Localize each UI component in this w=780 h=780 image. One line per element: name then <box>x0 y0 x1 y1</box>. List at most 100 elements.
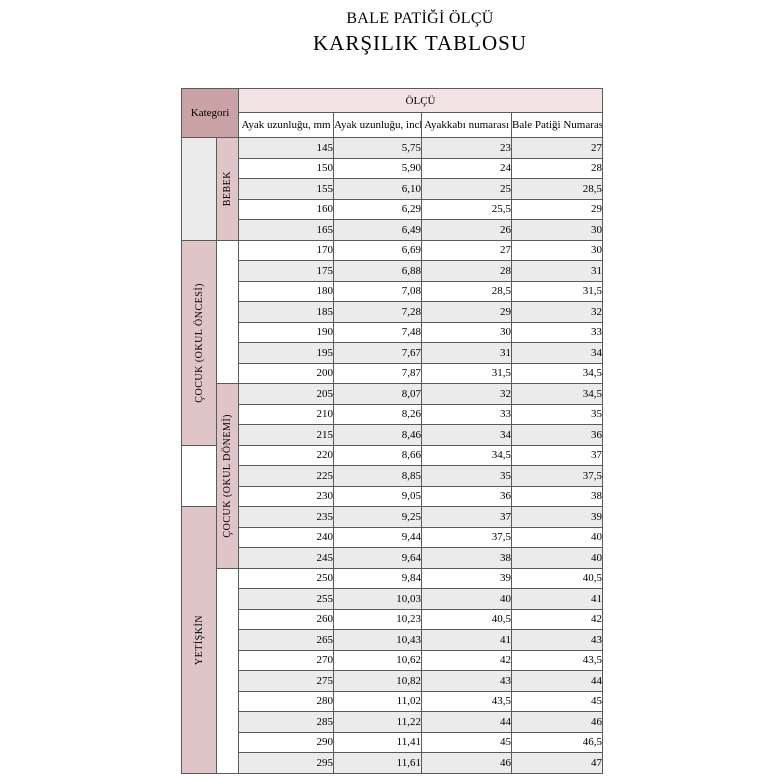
table-row: 255 10,03 40 41 <box>182 588 604 610</box>
cell-shoe-number: 39 <box>421 567 513 589</box>
category-span-empty-inner <box>215 239 240 384</box>
cell-shoe-number: 31 <box>421 342 513 364</box>
measure-header-cell: ÖLÇÜ <box>238 88 604 113</box>
cell-ballet-number: 40 <box>511 547 604 569</box>
cell-foot-mm: 220 <box>238 444 335 466</box>
table-row: ÇOCUK (OKUL DÖNEMİ) 205 8,07 32 34,5 <box>182 383 604 569</box>
table-row: 155 6,10 25 28,5 <box>182 178 604 200</box>
category-label: YETİŞKİN <box>193 614 205 665</box>
cell-ballet-number: 40,5 <box>511 567 604 589</box>
cell-ballet-number: 28 <box>511 157 604 179</box>
table-row: 240 9,44 37,5 40 <box>182 526 604 548</box>
cell-foot-mm: 170 <box>238 239 335 261</box>
cell-foot-inch: 7,28 <box>333 301 423 323</box>
cell-foot-inch: 6,69 <box>333 239 423 261</box>
cell-ballet-number: 36 <box>511 424 604 446</box>
table-row: ÇOCUK (OKUL ÖNCESİ) 170 6,69 27 30 <box>181 239 604 446</box>
cell-foot-mm: 155 <box>238 178 335 200</box>
cell-shoe-number: 29 <box>421 301 513 323</box>
cell-foot-inch: 10,23 <box>333 608 423 630</box>
cell-shoe-number: 36 <box>421 485 513 507</box>
cell-foot-mm: 275 <box>238 670 335 692</box>
cell-shoe-number: 41 <box>421 629 513 651</box>
table-row: 185 7,28 29 32 <box>182 301 604 323</box>
cell-foot-mm: 290 <box>238 731 335 753</box>
cell-ballet-number: 46 <box>511 711 604 733</box>
cell-shoe-number: 37,5 <box>421 526 513 548</box>
table-row: 200 7,87 31,5 34,5 <box>182 362 604 384</box>
cell-ballet-number: 30 <box>511 219 604 241</box>
cell-foot-mm: 250 <box>238 567 335 589</box>
cell-foot-inch: 9,25 <box>333 506 423 528</box>
cell-shoe-number: 37 <box>421 506 513 528</box>
table-row: 190 7,48 30 33 <box>182 321 604 343</box>
vertical-label-wrap: YETİŞKİN <box>183 507 216 772</box>
cell-foot-mm: 175 <box>238 260 335 282</box>
cell-shoe-number: 23 <box>421 137 513 159</box>
document-title: BALE PATİĞİ ÖLÇÜ KARŞILIK TABLOSU <box>60 8 780 56</box>
table-row: 275 10,82 43 44 <box>182 670 604 692</box>
cell-shoe-number: 33 <box>421 403 513 425</box>
cell-foot-mm: 210 <box>238 403 335 425</box>
cell-foot-inch: 6,49 <box>333 219 423 241</box>
cell-ballet-number: 34,5 <box>511 383 604 405</box>
cell-foot-mm: 150 <box>238 157 335 179</box>
cell-foot-mm: 255 <box>238 588 335 610</box>
cell-foot-inch: 10,82 <box>333 670 423 692</box>
cell-ballet-number: 28,5 <box>511 178 604 200</box>
vertical-label-wrap: ÇOCUK (OKUL ÖNCESİ) <box>183 241 216 444</box>
cell-foot-inch: 11,22 <box>333 711 423 733</box>
cell-ballet-number: 34 <box>511 342 604 364</box>
cell-foot-inch: 9,84 <box>333 567 423 589</box>
table-row: 270 10,62 42 43,5 <box>182 649 604 671</box>
cell-foot-inch: 5,90 <box>333 157 423 179</box>
cell-shoe-number: 46 <box>421 752 513 774</box>
cell-ballet-number: 41 <box>511 588 604 610</box>
category-span-ocuk-okul-d-nemi: ÇOCUK (OKUL DÖNEMİ) <box>215 383 240 569</box>
size-table: Kategori ÖLÇÜ Ayak uzunluğu, mm Ayak uzunlu… <box>180 88 604 774</box>
table-row: 225 8,85 35 37,5 <box>182 465 604 487</box>
category-header-cell: Kategori <box>180 88 240 138</box>
cell-shoe-number: 28,5 <box>421 280 513 302</box>
table-row: 160 6,29 25,5 29 <box>182 198 604 220</box>
category-label: ÇOCUK (OKUL DÖNEMİ) <box>222 413 233 538</box>
cell-foot-mm: 195 <box>238 342 335 364</box>
cell-foot-mm: 270 <box>238 649 335 671</box>
cell-foot-mm: 235 <box>238 506 335 528</box>
cell-shoe-number: 30 <box>421 321 513 343</box>
cell-foot-mm: 165 <box>238 219 335 241</box>
cell-foot-mm: 295 <box>238 752 335 774</box>
cell-foot-mm: 260 <box>238 608 335 630</box>
category-span-ocuk-okul-ncesi: ÇOCUK (OKUL ÖNCESİ) <box>181 239 217 446</box>
cell-shoe-number: 31,5 <box>421 362 513 384</box>
cell-ballet-number: 47 <box>511 752 604 774</box>
cell-foot-mm: 280 <box>238 690 335 712</box>
cell-ballet-number: 29 <box>511 198 604 220</box>
cell-shoe-number: 27 <box>421 239 513 261</box>
cell-ballet-number: 38 <box>511 485 604 507</box>
cell-shoe-number: 45 <box>421 731 513 753</box>
col-header-shoe-number: Ayakkabı numarası <box>421 112 513 138</box>
cell-ballet-number: 31,5 <box>511 280 604 302</box>
cell-foot-mm: 245 <box>238 547 335 569</box>
title-line-2: KARŞILIK TABLOSU <box>312 31 528 55</box>
cell-foot-inch: 6,88 <box>333 260 423 282</box>
category-span-bebek: BEBEK <box>215 137 240 241</box>
table-row: 165 6,49 26 30 <box>182 219 604 241</box>
cell-ballet-number: 46,5 <box>511 731 604 753</box>
cell-foot-mm: 200 <box>238 362 335 384</box>
cell-ballet-number: 31 <box>511 260 604 282</box>
cell-foot-inch: 6,29 <box>333 198 423 220</box>
cell-shoe-number: 40,5 <box>421 608 513 630</box>
cell-shoe-number: 38 <box>421 547 513 569</box>
category-label: BEBEK <box>222 171 233 207</box>
cell-ballet-number: 39 <box>511 506 604 528</box>
table-row: YETİŞKİN 235 9,25 37 39 <box>181 506 604 774</box>
cell-foot-inch: 10,62 <box>333 649 423 671</box>
category-span-empty-outer <box>181 137 217 241</box>
cell-shoe-number: 34 <box>421 424 513 446</box>
cell-foot-mm: 240 <box>238 526 335 548</box>
cell-foot-inch: 7,08 <box>333 280 423 302</box>
cell-shoe-number: 35 <box>421 465 513 487</box>
